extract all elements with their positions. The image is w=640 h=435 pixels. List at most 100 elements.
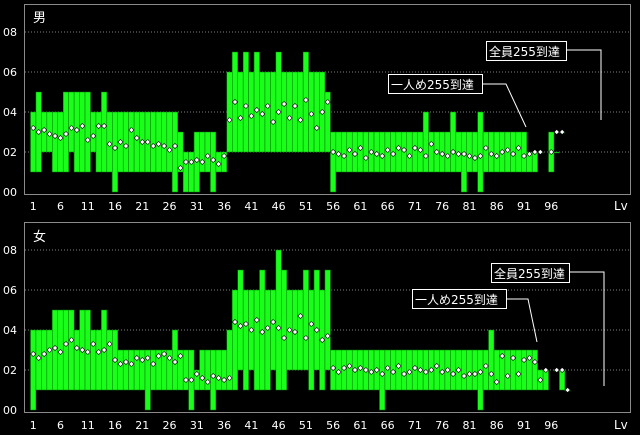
- female-range-bar: [90, 329, 97, 391]
- male-average-marker: [73, 126, 80, 134]
- female-range-bar: [73, 329, 80, 391]
- male-range-bar: [395, 131, 402, 173]
- female-annotation-box-all: [491, 263, 570, 283]
- male-range-bar: [553, 151, 560, 154]
- female-average-marker: [95, 348, 102, 356]
- male-average-marker: [68, 124, 75, 132]
- female-x-tick-label: 31: [190, 419, 204, 432]
- female-range-bar: [253, 289, 260, 391]
- male-average-marker: [433, 148, 440, 156]
- female-x-tick-label: 41: [244, 419, 258, 432]
- female-y-tick-label: 00: [3, 404, 17, 417]
- female-average-marker: [270, 318, 277, 326]
- male-average-marker: [111, 144, 119, 152]
- male-range-bar: [450, 111, 457, 173]
- female-average-marker: [504, 372, 511, 380]
- male-average-marker: [270, 118, 277, 126]
- male-average-marker: [166, 146, 173, 154]
- female-average-marker: [319, 336, 326, 344]
- male-average-marker: [450, 148, 457, 156]
- female-average-marker: [41, 350, 48, 358]
- female-average-marker: [379, 370, 386, 378]
- male-average-marker: [346, 146, 353, 154]
- female-range-bar: [221, 349, 228, 391]
- female-average-marker: [373, 366, 380, 374]
- male-range-bar: [515, 131, 522, 173]
- male-average-markers: [30, 96, 566, 172]
- male-range-bar: [242, 51, 249, 153]
- female-average-marker: [237, 322, 244, 330]
- male-average-marker: [302, 96, 309, 104]
- male-average-marker: [275, 108, 282, 116]
- male-annotation-leader-first: [482, 83, 527, 128]
- male-range-bar: [172, 111, 178, 193]
- female-average-marker: [264, 324, 271, 332]
- female-average-marker: [101, 346, 108, 354]
- male-average-marker: [488, 150, 495, 158]
- female-annotation-all-255: 全員255到達: [494, 266, 565, 281]
- female-average-marker: [144, 354, 151, 362]
- male-average-marker: [199, 158, 206, 166]
- female-average-marker: [128, 360, 135, 368]
- male-average-marker: [253, 106, 260, 114]
- female-range-bar: [297, 289, 304, 371]
- female-average-marker: [242, 320, 249, 328]
- male-range-bar: [84, 91, 91, 173]
- male-average-marker: [319, 108, 326, 116]
- male-average-marker: [460, 150, 468, 158]
- female-average-marker: [221, 376, 228, 384]
- female-average-marker: [324, 332, 331, 340]
- male-x-tick-label: 96: [544, 200, 558, 213]
- male-average-marker: [401, 146, 408, 154]
- male-average-marker: [493, 152, 500, 160]
- male-average-marker: [281, 100, 288, 108]
- female-average-marker: [313, 326, 320, 334]
- female-average-marker: [499, 352, 506, 360]
- female-average-marker: [188, 376, 195, 384]
- female-range-bar: [95, 329, 102, 391]
- female-average-marker: [281, 334, 288, 342]
- male-x-unit-label: Lv: [614, 199, 628, 213]
- male-average-marker: [504, 146, 511, 154]
- male-average-marker: [553, 128, 560, 136]
- female-average-marker: [335, 368, 342, 376]
- female-average-marker: [193, 370, 200, 378]
- male-y-tick-label: 08: [3, 26, 17, 39]
- male-x-tick-label: 71: [408, 200, 422, 213]
- male-x-tick-label: 21: [135, 200, 149, 213]
- female-x-tick-label: 36: [217, 419, 231, 432]
- male-y-tick-label: 02: [3, 146, 17, 159]
- male-average-marker: [308, 110, 315, 118]
- female-x-tick-label: 16: [108, 419, 122, 432]
- male-average-marker: [466, 152, 473, 160]
- female-range-bar: [117, 349, 124, 391]
- male-average-marker: [133, 134, 140, 142]
- male-range-bar: [362, 131, 369, 173]
- male-range-bar: [428, 131, 435, 173]
- female-average-marker: [526, 354, 533, 362]
- male-average-marker: [313, 124, 320, 132]
- male-average-marker: [368, 148, 375, 156]
- male-range-bar: [150, 111, 157, 173]
- male-average-marker: [231, 98, 239, 106]
- female-average-marker: [204, 378, 211, 386]
- female-range-bar: [30, 329, 37, 411]
- female-x-tick-label: 6: [57, 419, 64, 432]
- male-range-bar: [133, 111, 140, 173]
- male-average-marker: [341, 152, 348, 160]
- male-x-tick-label: 36: [217, 200, 231, 213]
- male-average-marker: [95, 122, 102, 130]
- female-range-bar: [232, 289, 238, 391]
- female-x-tick-label: 56: [326, 419, 340, 432]
- male-annotations: 全員255到達 一人め255到達: [388, 41, 602, 128]
- female-average-marker: [210, 372, 217, 380]
- female-average-marker: [79, 346, 86, 354]
- female-annotation-first-255: 一人め255到達: [415, 293, 498, 307]
- female-average-markers: [30, 312, 571, 394]
- male-range-bar: [357, 131, 364, 173]
- male-average-marker: [351, 150, 358, 158]
- female-average-marker: [471, 370, 478, 378]
- male-average-marker: [204, 152, 211, 160]
- female-average-marker: [84, 348, 91, 356]
